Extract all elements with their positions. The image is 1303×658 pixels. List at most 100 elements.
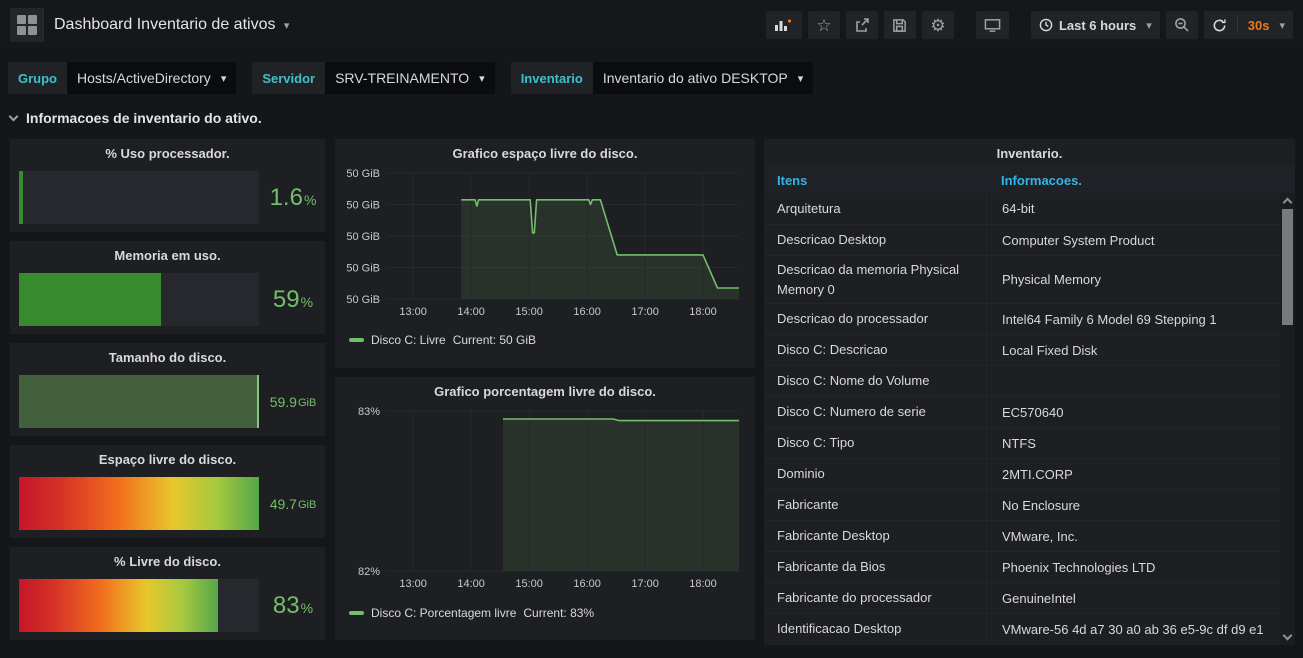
- graph-legend: Disco C: Porcentagem livre Current: 83%: [349, 606, 594, 620]
- row-collapse-header[interactable]: Informacoes de inventario do ativo.: [8, 110, 262, 126]
- zoom-out-icon: [1174, 18, 1189, 32]
- star-button[interactable]: ☆: [807, 11, 840, 39]
- bar-gauge-track: [19, 171, 259, 224]
- variable-inventario: Inventario Inventario do ativo DESKTOP ▾: [510, 62, 814, 94]
- panel-title[interactable]: Grafico espaço livre do disco.: [452, 146, 638, 161]
- panel-graph-disk-free-percent: Grafico porcentagem livre do disco. 83% 8…: [335, 377, 755, 640]
- svg-text:50 GiB: 50 GiB: [346, 168, 380, 180]
- refresh-interval-label: 30s: [1247, 17, 1270, 33]
- svg-text:18:00: 18:00: [689, 578, 717, 590]
- scroll-up-icon[interactable]: [1282, 197, 1293, 208]
- time-range-picker[interactable]: Last 6 hours ▾: [1030, 11, 1160, 39]
- variable-grupo-dropdown[interactable]: Hosts/ActiveDirectory ▾: [67, 62, 237, 94]
- panel-title[interactable]: Grafico porcentagem livre do disco.: [434, 384, 656, 399]
- info-cell: 2MTI.CORP: [986, 459, 1280, 489]
- panel-disk-free-percent: % Livre do disco. 83 %: [10, 547, 325, 640]
- svg-text:14:00: 14:00: [457, 578, 485, 590]
- panel-title[interactable]: Memoria em uso.: [114, 248, 221, 263]
- table-row: Fabricante No Enclosure: [764, 489, 1280, 520]
- item-cell: Disco C: Nome do Volume: [777, 373, 930, 389]
- tv-mode-button[interactable]: [975, 11, 1009, 39]
- divider: [1236, 16, 1238, 34]
- variable-value: SRV-TREINAMENTO: [335, 70, 470, 86]
- settings-button[interactable]: ⚙: [921, 11, 954, 39]
- info-cell: Local Fixed Disk: [986, 335, 1280, 365]
- gauge-value: 83 %: [262, 579, 324, 632]
- dashboard-title-text: Dashboard Inventario de ativos: [54, 16, 276, 33]
- zoom-out-button[interactable]: [1165, 11, 1198, 39]
- gauge-value: 49.7 GiB: [262, 477, 324, 530]
- bar-gauge-track: [19, 273, 259, 326]
- variable-servidor: Servidor SRV-TREINAMENTO ▾: [252, 62, 495, 94]
- svg-text:13:00: 13:00: [399, 578, 427, 590]
- info-cell: VMware, Inc.: [986, 521, 1280, 551]
- info-cell: Intel64 Family 6 Model 69 Stepping 1: [986, 304, 1280, 334]
- variable-value: Hosts/ActiveDirectory: [77, 70, 211, 86]
- panel-inventory-table: Inventario. Itens Informacoes. Arquitetu…: [764, 139, 1295, 645]
- info-cell: GenuineIntel: [986, 583, 1280, 613]
- bar-gauge-fill: [19, 171, 24, 224]
- item-cell: Descricao da memoria Physical Memory 0: [777, 262, 960, 297]
- table-row: Fabricante da Bios Phoenix Technologies L…: [764, 551, 1280, 582]
- variable-servidor-dropdown[interactable]: SRV-TREINAMENTO ▾: [325, 62, 495, 94]
- table-scrollbar[interactable]: [1280, 193, 1295, 645]
- panel-title[interactable]: Espaço livre do disco.: [98, 452, 237, 467]
- tv-icon: [984, 19, 1001, 32]
- legend-current-value: Current: 83%: [523, 606, 595, 620]
- scroll-down-icon[interactable]: [1282, 630, 1293, 641]
- dashboard-grid-icon[interactable]: [10, 8, 44, 42]
- item-cell: Fabricante Desktop: [777, 528, 890, 544]
- gauge-number: 83: [272, 591, 300, 619]
- variable-label: Inventario: [510, 62, 593, 94]
- item-cell: Fabricante da Bios: [777, 559, 886, 575]
- variable-label: Servidor: [252, 62, 326, 94]
- graph-legend: Disco C: Livre Current: 50 GiB: [349, 333, 536, 347]
- legend-series-name[interactable]: Disco C: Livre: [371, 333, 446, 347]
- panel-title[interactable]: % Uso processador.: [105, 146, 230, 161]
- variable-inventario-dropdown[interactable]: Inventario do ativo DESKTOP ▾: [592, 62, 814, 94]
- panel-title[interactable]: Tamanho do disco.: [108, 350, 227, 365]
- add-panel-button[interactable]: [765, 11, 802, 39]
- column-header-informacoes[interactable]: Informacoes.: [1001, 172, 1082, 188]
- top-navbar: Dashboard Inventario de ativos ▾ ☆: [0, 0, 1303, 50]
- svg-text:50 GiB: 50 GiB: [346, 200, 380, 212]
- share-button[interactable]: [845, 11, 878, 39]
- legend-series-name[interactable]: Disco C: Porcentagem livre: [371, 606, 517, 620]
- gear-icon: ⚙: [930, 15, 946, 35]
- chart-canvas[interactable]: 50 GiB 50 GiB 50 GiB 50 GiB 50 GiB 13:00 14:00…: [343, 167, 747, 325]
- svg-text:14:00: 14:00: [457, 306, 485, 318]
- chart-canvas[interactable]: 83% 82% 13:00 14:00 15:00 16:00 17:00 18:00: [343, 405, 747, 597]
- item-cell: Identificacao Desktop: [777, 621, 902, 637]
- panel-title[interactable]: Inventario.: [996, 146, 1063, 161]
- template-variables-row: Grupo Hosts/ActiveDirectory ▾ Servidor S…: [8, 62, 814, 94]
- chevron-down-icon: ▾: [283, 20, 290, 32]
- table-row: Disco C: Nome do Volume: [764, 365, 1280, 396]
- svg-text:16:00: 16:00: [573, 306, 601, 318]
- scrollbar-thumb[interactable]: [1282, 209, 1293, 325]
- info-cell: EC570640: [986, 397, 1280, 427]
- panel-graph-disk-free: Grafico espaço livre do disco. 50 GiB 50 …: [335, 139, 755, 368]
- refresh-icon: [1213, 18, 1226, 31]
- table-row: Disco C: Tipo NTFS: [764, 427, 1280, 458]
- save-icon: [893, 18, 907, 32]
- gauge-value: 1.6 %: [262, 171, 324, 224]
- table-row: Fabricante do processador GenuineIntel: [764, 582, 1280, 613]
- column-header-itens[interactable]: Itens: [777, 172, 808, 188]
- panel-title[interactable]: % Livre do disco.: [114, 554, 221, 569]
- info-cell: 64-bit: [986, 193, 1280, 224]
- chevron-down-icon: ▾: [797, 72, 804, 85]
- item-cell: Arquitetura: [777, 200, 841, 216]
- dashboard-title[interactable]: Dashboard Inventario de ativos ▾: [54, 16, 289, 34]
- refresh-control[interactable]: 30s ▾: [1203, 11, 1293, 39]
- info-cell: VMware-56 4d a7 30 a0 ab 36 e5-9c df d9 …: [986, 614, 1280, 644]
- table-row: Identificacao Desktop VMware-56 4d a7 30 …: [764, 613, 1280, 644]
- gauge-value: 59 %: [262, 273, 324, 326]
- item-cell: Dominio: [777, 466, 825, 482]
- save-button[interactable]: [883, 11, 916, 39]
- table-row: Descricao do processador Intel64 Family 6…: [764, 303, 1280, 334]
- star-icon: ☆: [816, 15, 832, 35]
- table-row: Disco C: Numero de serie EC570640: [764, 396, 1280, 427]
- bar-gauge-track: [19, 477, 259, 530]
- panel-cpu-usage: % Uso processador. 1.6 %: [10, 139, 325, 232]
- bar-gauge-fill: [19, 273, 161, 326]
